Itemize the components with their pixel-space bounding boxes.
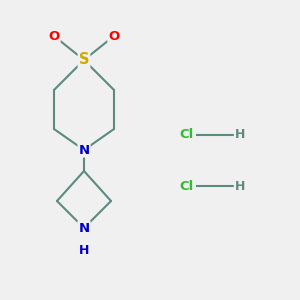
- Text: Cl: Cl: [179, 179, 193, 193]
- Text: N: N: [78, 221, 90, 235]
- Text: Cl: Cl: [179, 128, 193, 142]
- Text: H: H: [79, 244, 89, 257]
- Text: O: O: [48, 29, 60, 43]
- Text: S: S: [79, 52, 89, 68]
- Text: N: N: [78, 143, 90, 157]
- Text: H: H: [235, 179, 245, 193]
- Text: O: O: [108, 29, 120, 43]
- Text: H: H: [235, 128, 245, 142]
